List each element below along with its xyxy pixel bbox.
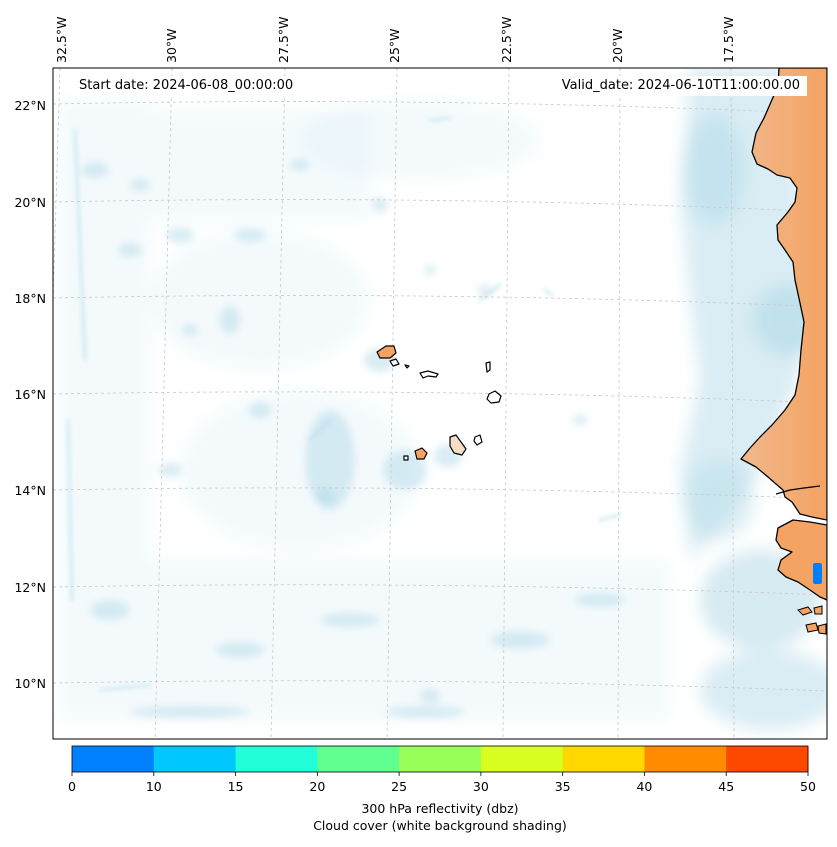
meridian-25w: [386, 68, 398, 739]
cape-verde-islands: [376, 345, 502, 461]
island-maio: [473, 434, 483, 446]
island-brava: [403, 455, 409, 461]
island-santiago: [449, 434, 467, 456]
parallel-20n: [53, 199, 827, 213]
reflectivity-echo: [813, 563, 822, 584]
colorbar-segment: [153, 746, 237, 772]
cloud-cover-shading: [60, 68, 827, 730]
lon-label-30w: 30°W: [164, 28, 179, 63]
meridian-17-5w: [730, 68, 735, 739]
lat-label-14n: 14°N: [14, 483, 46, 498]
map-graticule: [53, 68, 827, 739]
island-sao-vicente: [389, 358, 400, 367]
colorbar-segment: [235, 746, 318, 772]
colorbar-segment: [644, 746, 727, 772]
start-date-label: Start date: 2024-06-08_00:00:00: [72, 76, 301, 96]
parallel-18n: [53, 295, 827, 308]
meridian-20w: [617, 68, 621, 739]
parallel-22n: [53, 101, 827, 115]
parallel-10n: [53, 680, 827, 692]
latitude-labels: 22°N 20°N 18°N 16°N 14°N 12°N 10°N: [14, 98, 46, 691]
lat-label-20n: 20°N: [14, 195, 46, 210]
colorbar-tick-label: 20: [309, 779, 325, 794]
colorbar-segment: [72, 746, 155, 772]
colorbar-segment: [562, 746, 645, 772]
colorbar-tick-label: 25: [391, 779, 407, 794]
colorbar-segment: [726, 746, 809, 772]
meridian-27-5w: [270, 68, 286, 739]
bijagos-islands: [797, 605, 827, 635]
island-santa-luzia: [404, 364, 410, 369]
meridian-30w: [154, 68, 173, 739]
colorbar-tick-label: 45: [718, 779, 734, 794]
parallel-14n: [53, 487, 827, 500]
lat-label-12n: 12°N: [14, 580, 46, 595]
lat-label-10n: 10°N: [14, 676, 46, 691]
lon-label-25w: 25°W: [387, 28, 402, 63]
colorbar-label-reflectivity: 300 hPa reflectivity (dbz): [361, 801, 519, 816]
lon-label-17-5w: 17.5°W: [721, 17, 736, 63]
lon-label-32-5w: 32.5°W: [54, 17, 69, 63]
valid-date-label: Valid_date: 2024-06-10T11:00:00.00: [554, 76, 807, 96]
colorbar-tick-label: 30: [473, 779, 489, 794]
colorbar-ticks: [71, 772, 809, 776]
map-frame: [52, 67, 828, 740]
colorbar-segments: [72, 746, 809, 772]
colorbar-tick-label: 40: [636, 779, 652, 794]
colorbar-segment: [480, 746, 564, 772]
colorbar-tick-label: 50: [800, 779, 816, 794]
colorbar-tick-label: 35: [555, 779, 571, 794]
colorbar-frame: [71, 745, 809, 773]
africa-mainland: [740, 68, 827, 521]
colorbar: 0 10 15 20 25 30 35 40 45 50: [68, 745, 816, 794]
colorbar-label-cloud-cover: Cloud cover (white background shading): [313, 818, 567, 833]
parallel-12n: [53, 584, 827, 596]
lat-label-18n: 18°N: [14, 291, 46, 306]
colorbar-tick-label: 15: [228, 779, 244, 794]
island-santo-antao: [376, 345, 397, 359]
lat-label-22n: 22°N: [14, 98, 46, 113]
colorbar-segment: [399, 746, 482, 772]
longitude-labels: 32.5°W 30°W 27.5°W 25°W 22.5°W 20°W 17.5…: [54, 17, 736, 63]
gambia-river: [775, 485, 821, 495]
island-boa-vista: [486, 390, 502, 404]
island-fogo: [414, 447, 428, 460]
island-sal: [485, 361, 491, 373]
colorbar-tick-labels: 0 10 15 20 25 30 35 40 45 50: [68, 779, 816, 794]
meridian-22-5w: [502, 68, 510, 739]
lat-label-16n: 16°N: [14, 387, 46, 402]
lon-label-20w: 20°W: [610, 28, 625, 63]
colorbar-segment: [317, 746, 400, 772]
colorbar-tick-label: 0: [68, 779, 76, 794]
island-sao-nicolau: [419, 370, 439, 379]
lon-label-27-5w: 27.5°W: [276, 17, 291, 63]
lon-label-22-5w: 22.5°W: [499, 17, 514, 63]
colorbar-tick-label: 10: [146, 779, 162, 794]
